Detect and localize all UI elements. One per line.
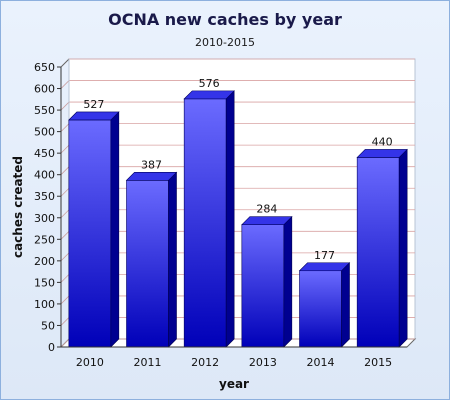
gridline-diagonal bbox=[60, 338, 70, 348]
chart-title: OCNA new caches by year bbox=[108, 10, 342, 29]
gridline-diagonal bbox=[60, 101, 70, 111]
bar-top bbox=[68, 111, 120, 121]
x-tick-label: 2015 bbox=[364, 356, 392, 369]
gridline-diagonal bbox=[60, 252, 70, 262]
plot-area: 0 50 100 150 200 250 300 350 400 450 500 550 600 650 5… bbox=[34, 58, 417, 369]
gridline-diagonal bbox=[60, 144, 70, 154]
y-tick-label: 0 bbox=[48, 341, 55, 354]
bar-top bbox=[298, 262, 351, 272]
y-tick-label: 500 bbox=[34, 126, 55, 139]
x-axis-title: year bbox=[219, 377, 249, 391]
bar-side bbox=[110, 111, 120, 348]
y-axis-title: caches created bbox=[11, 156, 25, 258]
y-tick-label: 450 bbox=[34, 147, 55, 160]
x-tick-label: 2012 bbox=[191, 356, 219, 369]
gridline-diagonal bbox=[60, 166, 70, 175]
y-tick-label: 100 bbox=[34, 298, 55, 311]
x-tick-label: 2014 bbox=[307, 356, 335, 369]
bar-value-label: 387 bbox=[141, 158, 162, 171]
y-tick-label: 400 bbox=[34, 169, 55, 182]
bar-front bbox=[299, 270, 342, 348]
gridline-diagonal bbox=[60, 295, 70, 305]
bar-side bbox=[225, 90, 235, 348]
bar-top bbox=[241, 216, 293, 225]
bar-value-label: 576 bbox=[199, 77, 220, 90]
bar-side bbox=[168, 171, 177, 348]
x-tick-label: 2011 bbox=[134, 356, 162, 369]
gridline-diagonal bbox=[60, 231, 70, 240]
bar-value-label: 527 bbox=[83, 98, 104, 111]
gridline-diagonal bbox=[60, 317, 70, 326]
bar-side bbox=[398, 148, 408, 348]
gridline-diagonal bbox=[60, 274, 70, 283]
y-axis-top-edge bbox=[60, 58, 70, 68]
bar-front bbox=[356, 157, 400, 348]
bar-value-label: 284 bbox=[256, 203, 277, 216]
chart-subtitle: 2010-2015 bbox=[195, 36, 255, 49]
x-tick-label: 2010 bbox=[76, 356, 104, 369]
y-tick-label: 300 bbox=[34, 212, 55, 225]
bar-side bbox=[283, 215, 293, 348]
y-tick-label: 600 bbox=[34, 83, 55, 96]
bar-side bbox=[341, 262, 350, 348]
y-tick-label: 650 bbox=[34, 61, 55, 74]
x-tick-label: 2013 bbox=[249, 356, 277, 369]
gridline-diagonal bbox=[60, 123, 70, 132]
y-tick-label: 50 bbox=[41, 319, 55, 332]
bar-top bbox=[356, 149, 408, 158]
bar-front bbox=[241, 224, 285, 348]
gridline-diagonal bbox=[60, 80, 70, 89]
y-tick-label: 250 bbox=[34, 233, 55, 246]
bar-front bbox=[126, 179, 169, 348]
y-tick-label: 350 bbox=[34, 190, 55, 203]
y-tick-label: 550 bbox=[34, 104, 55, 117]
bar-front bbox=[68, 119, 112, 348]
bar-top bbox=[125, 171, 178, 181]
y-tick-label: 150 bbox=[34, 276, 55, 289]
y-tick-label: 200 bbox=[34, 255, 55, 268]
gridline-diagonal bbox=[60, 187, 70, 197]
bar-top bbox=[183, 90, 235, 100]
gridline-diagonal bbox=[60, 209, 70, 219]
bar-value-label: 440 bbox=[372, 135, 393, 148]
bar-front bbox=[183, 98, 227, 348]
bar-value-label: 177 bbox=[314, 249, 335, 262]
